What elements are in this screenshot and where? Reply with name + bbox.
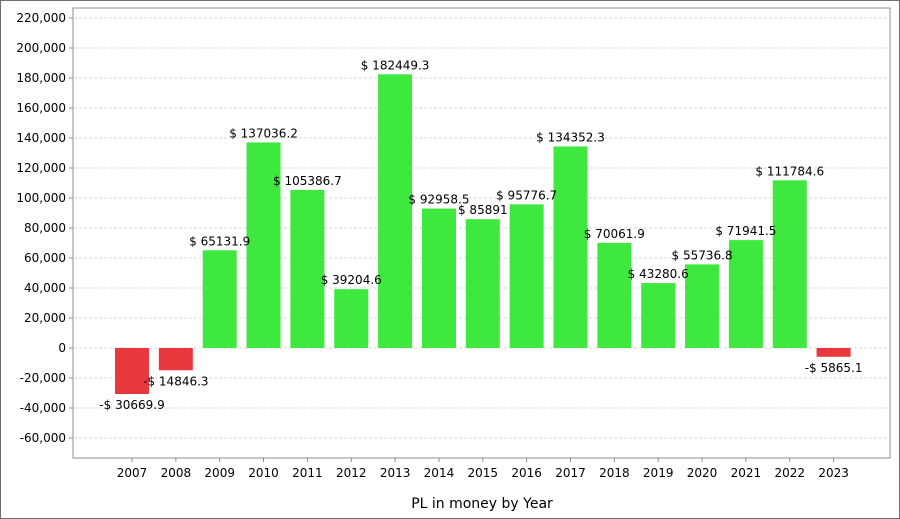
data-label-2014: $ 92958.5: [408, 193, 469, 207]
x-tick-label-2009: 2009: [204, 466, 235, 480]
x-tick-label-2011: 2011: [292, 466, 323, 480]
data-label-2022: $ 111784.6: [755, 164, 824, 178]
data-label-2017: $ 134352.3: [536, 130, 605, 144]
y-tick-label: 60,000: [24, 251, 66, 265]
data-label-2009: $ 65131.9: [189, 234, 250, 248]
x-tick-label-2010: 2010: [248, 466, 279, 480]
data-label-2007: -$ 30669.9: [99, 398, 164, 412]
y-tick-label: 0: [58, 341, 66, 355]
x-tick-label-2020: 2020: [687, 466, 718, 480]
x-tick-label-2007: 2007: [117, 466, 148, 480]
x-tick-label-2008: 2008: [161, 466, 192, 480]
bar-2007: [115, 348, 149, 395]
y-tick-label: 20,000: [24, 311, 66, 325]
data-label-2020: $ 55736.8: [672, 248, 733, 262]
y-tick-label: 100,000: [16, 191, 66, 205]
x-tick-label-2017: 2017: [555, 466, 586, 480]
y-tick-label: 200,000: [16, 41, 66, 55]
bar-2019: [641, 283, 676, 348]
bar-2023: [816, 348, 851, 357]
bar-2009: [202, 250, 237, 348]
data-label-2023: -$ 5865.1: [805, 361, 863, 375]
y-tick-label: 160,000: [16, 101, 66, 115]
data-label-2011: $ 105386.7: [273, 174, 342, 188]
y-tick-label: -60,000: [20, 431, 66, 445]
bar-2016: [509, 204, 544, 348]
bar-2011: [290, 189, 325, 348]
y-tick-label: -20,000: [20, 371, 66, 385]
x-tick-label-2016: 2016: [511, 466, 542, 480]
data-label-2019: $ 43280.6: [628, 267, 689, 281]
x-axis-ticks: 2007 2008 2009 2010 2011 2012 2013 2014 2015 2016…: [117, 458, 849, 480]
bar-2010: [246, 142, 281, 348]
bar-2018: [597, 242, 632, 348]
x-tick-label-2015: 2015: [468, 466, 499, 480]
data-label-2016: $ 95776.7: [496, 188, 557, 202]
data-label-2021: $ 71941.5: [715, 224, 776, 238]
data-label-2015: $ 85891: [458, 203, 508, 217]
bar-2008: [158, 348, 193, 371]
data-label-2012: $ 39204.6: [321, 273, 382, 287]
data-labels: -$ 30669.9 -$ 14846.3 $ 65131.9 $ 137036.2 $…: [99, 58, 862, 412]
bar-2015: [465, 219, 500, 348]
y-tick-label: -40,000: [20, 401, 66, 415]
x-tick-label-2022: 2022: [774, 466, 805, 480]
y-tick-label: 80,000: [24, 221, 66, 235]
y-tick-label: 40,000: [24, 281, 66, 295]
y-tick-label: 220,000: [16, 11, 66, 25]
bars: [115, 74, 851, 395]
x-tick-label-2023: 2023: [818, 466, 849, 480]
bar-2012: [334, 289, 369, 348]
x-tick-label-2014: 2014: [424, 466, 455, 480]
x-tick-label-2018: 2018: [599, 466, 630, 480]
bar-2013: [378, 74, 413, 348]
x-axis-title: PL in money by Year: [411, 496, 553, 512]
x-tick-label-2012: 2012: [336, 466, 367, 480]
x-tick-label-2019: 2019: [643, 466, 674, 480]
y-axis-ticks: 220,000 200,000 180,000 160,000 140,000 120,0…: [16, 11, 73, 445]
bar-2022: [772, 180, 807, 348]
bar-2021: [728, 240, 763, 348]
data-label-2018: $ 70061.9: [584, 227, 645, 241]
y-tick-label: 140,000: [16, 131, 66, 145]
bar-2020: [685, 264, 720, 348]
x-tick-label-2013: 2013: [380, 466, 411, 480]
bar-2017: [553, 146, 588, 348]
y-tick-label: 180,000: [16, 71, 66, 85]
y-tick-label: 120,000: [16, 161, 66, 175]
x-tick-label-2021: 2021: [731, 466, 762, 480]
data-label-2008: -$ 14846.3: [143, 374, 208, 388]
data-label-2013: $ 182449.3: [361, 58, 430, 72]
bar-2014: [421, 208, 456, 348]
data-label-2010: $ 137036.2: [229, 126, 298, 140]
